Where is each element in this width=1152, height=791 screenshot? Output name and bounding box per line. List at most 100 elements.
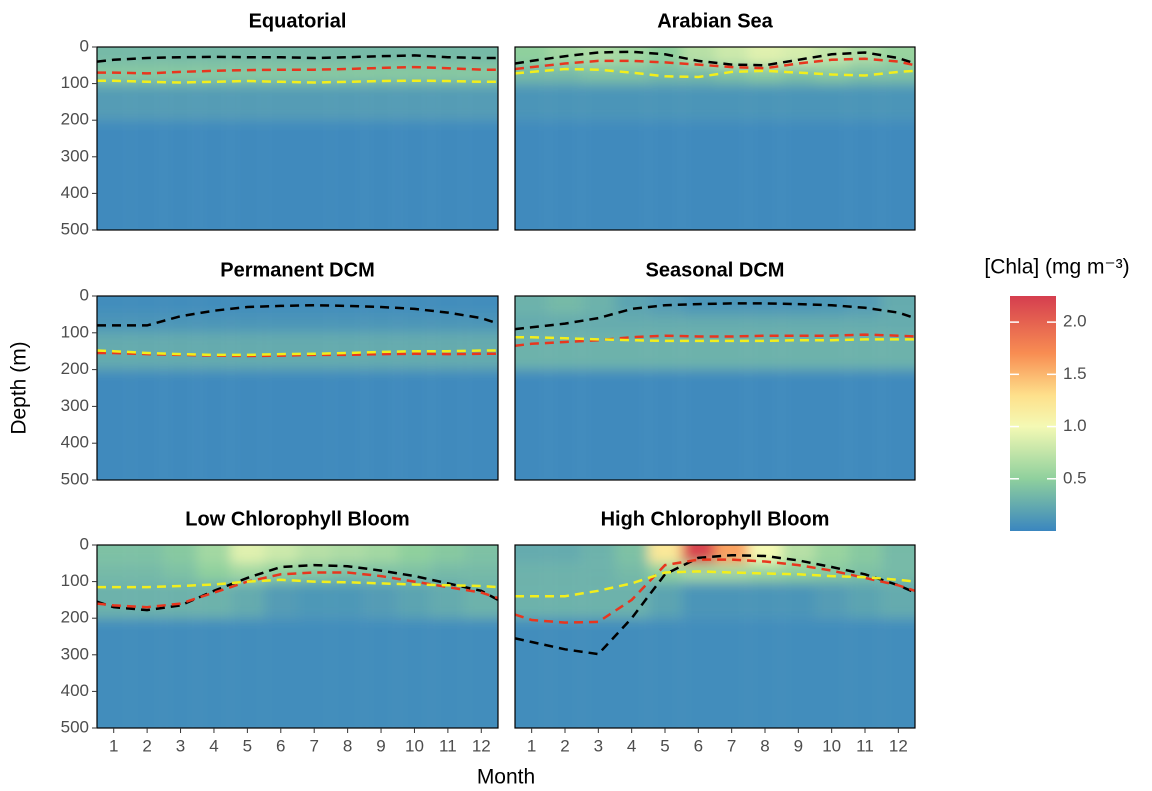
heat-cell bbox=[515, 545, 549, 564]
heatmap bbox=[515, 47, 915, 230]
x-tick-label: 9 bbox=[794, 736, 803, 755]
heat-cell bbox=[748, 563, 782, 582]
heat-cell bbox=[681, 581, 715, 619]
heat-cell bbox=[715, 369, 749, 480]
heat-cell bbox=[781, 563, 815, 582]
heat-cell bbox=[615, 65, 649, 84]
depth-line bbox=[97, 79, 498, 84]
heat-cell bbox=[431, 369, 465, 480]
heat-cell bbox=[297, 47, 331, 66]
depth-line bbox=[97, 351, 498, 358]
heat-cell bbox=[330, 314, 365, 333]
depth-line bbox=[515, 57, 915, 71]
panel-title: Permanent DCM bbox=[220, 259, 374, 281]
heat-cell bbox=[515, 47, 549, 66]
heatmap-cells bbox=[515, 545, 915, 728]
heat-cell bbox=[548, 545, 582, 564]
heat-cell bbox=[397, 369, 432, 480]
heat-cell bbox=[230, 314, 265, 333]
heat-cell bbox=[581, 563, 615, 582]
heat-cell bbox=[615, 545, 649, 564]
heat-cell bbox=[297, 314, 331, 333]
heat-cell bbox=[330, 545, 365, 564]
heat-cell bbox=[464, 83, 498, 121]
heat-cell bbox=[648, 83, 682, 121]
heat-cell bbox=[715, 581, 749, 619]
y-axis-title: Depth (m) bbox=[8, 341, 31, 434]
heat-cell bbox=[197, 545, 231, 564]
heat-cell bbox=[431, 65, 465, 84]
panel-frame bbox=[514, 295, 916, 481]
x-tick-label: 7 bbox=[309, 736, 318, 755]
heatmap-cells bbox=[515, 47, 915, 230]
heat-cell bbox=[431, 83, 465, 121]
heat-cell bbox=[330, 332, 365, 370]
depth-line bbox=[97, 578, 498, 589]
heat-cell bbox=[515, 563, 549, 582]
depth-line bbox=[515, 553, 915, 656]
heat-cell bbox=[264, 296, 298, 315]
heatmap-cells bbox=[97, 47, 498, 230]
heat-cell bbox=[781, 581, 815, 619]
heat-cell bbox=[397, 83, 432, 121]
heat-cell bbox=[515, 83, 549, 121]
heat-cell bbox=[297, 581, 331, 619]
x-tick-label: 6 bbox=[694, 736, 703, 755]
heat-cell bbox=[297, 83, 331, 121]
y-tick-label: 500 bbox=[61, 219, 89, 238]
panel-frame bbox=[96, 46, 499, 231]
heat-cell bbox=[130, 314, 164, 333]
heat-cell bbox=[515, 296, 549, 315]
heat-cell bbox=[264, 618, 298, 728]
heat-cell bbox=[548, 65, 582, 84]
heat-cell bbox=[681, 47, 715, 66]
heat-cell bbox=[648, 618, 682, 728]
heat-cell bbox=[748, 296, 782, 315]
heat-cell bbox=[264, 563, 298, 582]
heat-cell bbox=[848, 120, 882, 230]
heat-cell bbox=[681, 369, 715, 480]
heat-cell bbox=[431, 581, 465, 619]
heat-cell bbox=[748, 369, 782, 480]
depth-line bbox=[97, 349, 498, 357]
x-tick-label: 12 bbox=[889, 736, 908, 755]
heat-cell bbox=[297, 296, 331, 315]
heat-cell bbox=[264, 369, 298, 480]
heat-cell bbox=[615, 314, 649, 333]
heat-cell bbox=[515, 120, 549, 230]
heat-cell bbox=[97, 369, 131, 480]
heat-cell bbox=[264, 47, 298, 66]
heat-cell bbox=[397, 314, 432, 333]
heat-cell bbox=[330, 83, 365, 121]
heat-cell bbox=[130, 47, 164, 66]
heat-cell bbox=[264, 65, 298, 84]
heat-cell bbox=[130, 563, 164, 582]
heat-cell bbox=[815, 618, 849, 728]
heatmap-cells bbox=[97, 296, 498, 480]
colorbar-tick-label: 1.5 bbox=[1063, 364, 1087, 383]
heat-cell bbox=[197, 369, 231, 480]
heat-cell bbox=[163, 314, 198, 333]
y-tick-label: 200 bbox=[61, 110, 89, 129]
y-tick-label: 100 bbox=[61, 73, 89, 92]
x-tick-label: 1 bbox=[527, 736, 536, 755]
panel-frame bbox=[96, 544, 499, 729]
heat-cell bbox=[548, 581, 582, 619]
x-tick-label: 1 bbox=[109, 736, 118, 755]
heat-cell bbox=[615, 120, 649, 230]
heat-cell bbox=[648, 47, 682, 66]
heatmap bbox=[515, 545, 915, 728]
x-tick-label: 8 bbox=[760, 736, 769, 755]
y-tick-label: 200 bbox=[61, 608, 89, 627]
heat-cell bbox=[581, 65, 615, 84]
heat-cell bbox=[815, 314, 849, 333]
heat-cell bbox=[230, 83, 265, 121]
x-tick-label: 3 bbox=[176, 736, 185, 755]
heatmap bbox=[97, 296, 498, 480]
heat-cell bbox=[548, 83, 582, 121]
heat-cell bbox=[264, 314, 298, 333]
heat-cell bbox=[464, 120, 498, 230]
heat-cell bbox=[431, 296, 465, 315]
heat-cell bbox=[397, 296, 432, 315]
heat-cell bbox=[881, 618, 915, 728]
